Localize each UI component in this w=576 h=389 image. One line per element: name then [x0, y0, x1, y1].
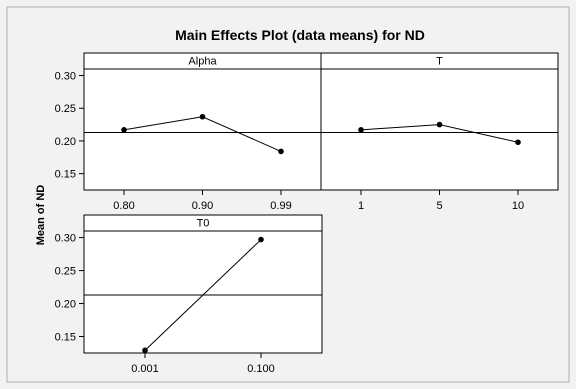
- y-tick-label: 0.30: [55, 233, 76, 245]
- x-tick-label: 10: [512, 200, 524, 212]
- panel-2: T 1 5 10: [320, 52, 559, 212]
- y-tick-label: 0.20: [55, 136, 76, 148]
- x-tick-label: 0.90: [192, 200, 213, 212]
- panel-1: Alpha 0.30 0.25 0.20 0.15 0.80 0.90 0.99: [55, 52, 322, 212]
- data-point: [436, 121, 443, 128]
- panels-group: Alpha 0.30 0.25 0.20 0.15 0.80 0.90 0.99 T 1 5 10 T0…: [55, 52, 559, 375]
- panel-header-label: T0: [197, 218, 210, 230]
- x-tick-label: 0.99: [270, 200, 291, 212]
- figure-frame: [6, 6, 570, 383]
- panel-3: T0 0.30 0.25 0.20 0.15 0.001 0.100: [55, 214, 323, 375]
- panel-plot-area: [83, 68, 322, 191]
- panel-plot-area: [320, 68, 559, 191]
- series-line: [144, 239, 262, 351]
- y-axis-label: Mean of ND: [35, 185, 47, 246]
- x-tick-label: 0.100: [247, 363, 275, 375]
- y-tick-label: 0.15: [55, 332, 76, 344]
- x-tick-label: 5: [436, 200, 442, 212]
- y-tick-label: 0.25: [55, 103, 76, 115]
- data-point: [142, 347, 148, 354]
- data-point: [515, 139, 521, 146]
- y-tick-label: 0.25: [55, 266, 76, 278]
- panel-header: [83, 214, 323, 232]
- data-point: [258, 236, 264, 243]
- panel-plot-area: [83, 230, 323, 354]
- x-tick-label: 0.001: [131, 363, 159, 375]
- panel-header: [320, 52, 559, 70]
- y-tick-label: 0.20: [55, 299, 76, 311]
- data-point: [121, 127, 127, 133]
- data-point: [278, 148, 284, 155]
- chart-title: Main Effects Plot (data means) for ND: [175, 27, 425, 43]
- panel-header-label: T: [436, 56, 443, 68]
- x-tick-label: 0.80: [113, 200, 134, 212]
- y-tick-label: 0.30: [55, 71, 76, 83]
- x-tick-label: 1: [358, 200, 364, 212]
- data-point: [358, 127, 364, 133]
- y-tick-label: 0.15: [55, 169, 76, 181]
- panel-header-label: Alpha: [188, 56, 217, 68]
- data-point: [199, 113, 206, 120]
